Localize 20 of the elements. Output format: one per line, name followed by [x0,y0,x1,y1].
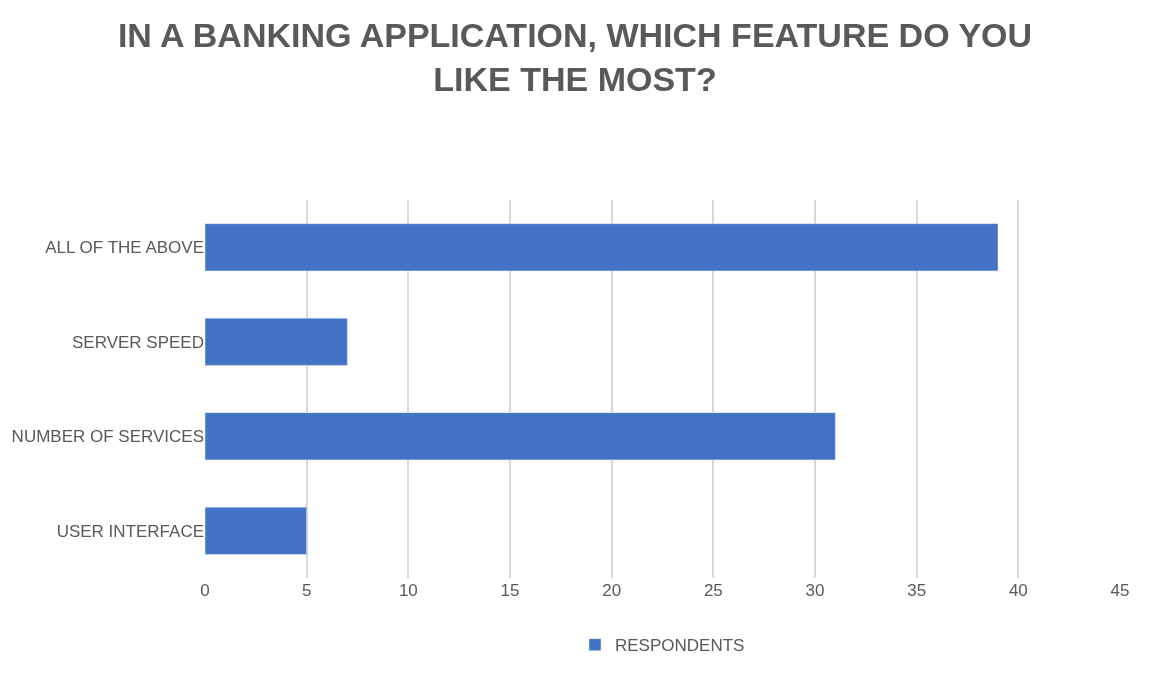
y-tick-label: USER INTERFACE [56,521,204,541]
bar [205,317,348,366]
x-tick-label: 15 [500,581,520,600]
x-tick-label: 20 [602,581,622,600]
x-tick-label: 0 [200,581,210,600]
x-tick-label: 35 [907,581,927,600]
legend-label: RESPONDENTS [615,636,745,656]
x-tick-label: 5 [301,581,312,600]
y-tick-label: SERVER SPEED [72,332,204,352]
y-tick-label: ALL OF THE ABOVE [45,238,204,258]
bar [205,223,999,272]
bar [205,506,307,555]
chart-title: IN A BANKING APPLICATION, WHICH FEATURE DO YOU LIKE THE MOST? [117,16,1033,99]
x-tick-label: 25 [703,581,723,600]
y-tick-label: NUMBER OF SERVICES [11,427,204,447]
x-tick-label: 30 [805,581,825,600]
x-tick-label: 45 [1110,581,1130,600]
x-tick-label: 10 [398,581,418,600]
bar [205,412,836,461]
x-tick-label: 40 [1008,581,1028,600]
